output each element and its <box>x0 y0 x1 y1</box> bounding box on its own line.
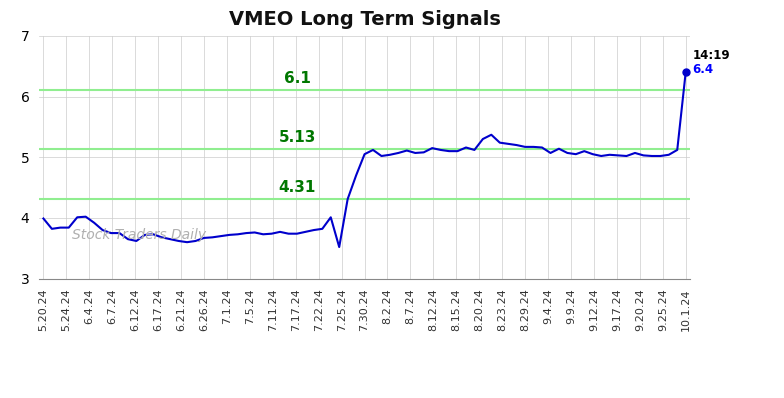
Text: 14:19: 14:19 <box>692 49 730 62</box>
Text: 4.31: 4.31 <box>278 180 316 195</box>
Text: 6.4: 6.4 <box>692 63 713 76</box>
Title: VMEO Long Term Signals: VMEO Long Term Signals <box>229 10 500 29</box>
Text: 6.1: 6.1 <box>284 71 310 86</box>
Text: 5.13: 5.13 <box>278 130 316 145</box>
Text: Stock Traders Daily: Stock Traders Daily <box>71 228 206 242</box>
